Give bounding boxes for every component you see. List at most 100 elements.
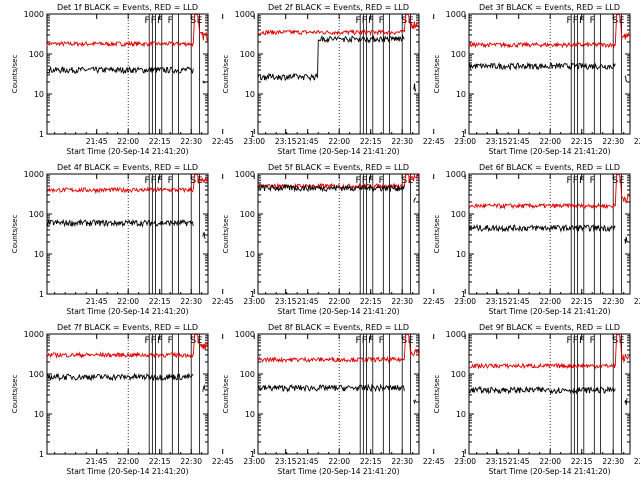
flag-letter: E [619, 16, 625, 26]
y-tick-label: 100 [451, 210, 466, 219]
y-tick-label: 10 [34, 90, 44, 99]
events-series [257, 183, 405, 193]
x-axis-label: Start Time (20-Sep-14 21:41:20) [67, 147, 189, 156]
flag-letter: F [579, 176, 584, 186]
y-tick-label: 1 [461, 290, 466, 299]
plot-frame [46, 333, 209, 455]
plot-frame [257, 173, 420, 295]
x-tick-label: 22:00 [117, 297, 139, 306]
y-tick-label: 1000 [446, 330, 466, 339]
flag-letter: F [151, 336, 156, 346]
x-tick-label: 22:00 [539, 457, 561, 466]
events-series [46, 218, 194, 228]
flag-letter: F [145, 176, 150, 186]
y-tick-label: 100 [29, 210, 44, 219]
y-tick-label: 1 [39, 130, 44, 139]
x-axis-label: Start Time (20-Sep-14 21:41:20) [489, 307, 611, 316]
x-tick-label: 21:45 [508, 457, 530, 466]
events-series-tail [624, 236, 628, 244]
flag-letter: E [619, 336, 625, 346]
x-tick-label: 23:15 [275, 297, 297, 306]
plot-frame [46, 13, 209, 135]
panel-title: Det 5f BLACK = Events, RED = LLD [268, 163, 409, 172]
x-tick-label: 22:15 [571, 457, 593, 466]
plot-frame [257, 13, 420, 135]
x-tick-label: 22:00 [539, 137, 561, 146]
y-tick-label: 100 [240, 370, 255, 379]
x-tick-label: 22:30 [391, 457, 413, 466]
x-tick-label: 22:00 [328, 297, 350, 306]
events-series-tail [413, 399, 417, 405]
panel-7: Det 7f BLACK = Events, RED = LLD 1 10 100 10… [11, 323, 297, 476]
y-tick-label: 100 [29, 50, 44, 59]
x-tick-label: 22:00 [539, 297, 561, 306]
x-tick-label: 22:30 [180, 137, 202, 146]
panel-3: Det 3f BLACK = Events, RED = LLD 1 10 100 10… [433, 3, 640, 156]
y-axis-label: Counts/sec [222, 55, 230, 94]
flag-letter: F [362, 176, 367, 186]
flag-letter: F [157, 176, 162, 186]
y-tick-label: 1000 [24, 10, 44, 19]
x-tick-label: 22:45 [423, 137, 445, 146]
x-tick-label: 22:15 [571, 297, 593, 306]
lld-series-saa [192, 333, 209, 355]
x-tick-label: 22:15 [149, 297, 171, 306]
x-axis-label: Start Time (20-Sep-14 21:41:20) [489, 147, 611, 156]
y-axis-label: Counts/sec [433, 55, 441, 94]
events-series-tail [413, 197, 417, 203]
plot-frame [468, 173, 631, 295]
flag-letter: F [168, 176, 173, 186]
y-tick-label: 1000 [235, 330, 255, 339]
y-tick-label: 10 [456, 90, 466, 99]
flag-letter: F [356, 16, 361, 26]
x-tick-label: 22:15 [360, 137, 382, 146]
flag-letter: F [356, 176, 361, 186]
flag-letter: F [368, 16, 373, 26]
flag-letter: F [573, 16, 578, 26]
flag-letter: E [408, 336, 414, 346]
flag-letter: E [408, 16, 414, 26]
flag-letter: F [379, 336, 384, 346]
flag-letter: F [379, 176, 384, 186]
flag-letter: F [573, 176, 578, 186]
x-tick-label: 23:15 [275, 457, 297, 466]
y-tick-label: 1 [39, 450, 44, 459]
lld-series-saa [403, 333, 420, 360]
y-tick-label: 1 [461, 450, 466, 459]
y-axis-label: Counts/sec [222, 375, 230, 414]
x-tick-label: 22:45 [212, 457, 234, 466]
x-tick-label: 22:00 [117, 457, 139, 466]
x-tick-label: 22:15 [360, 457, 382, 466]
y-tick-label: 1 [250, 290, 255, 299]
lld-series [47, 186, 194, 194]
x-tick-label: 22:45 [634, 137, 640, 146]
flag-letter: E [197, 336, 203, 346]
y-tick-label: 10 [245, 90, 255, 99]
flag-letter: S [612, 336, 618, 346]
panel-4: Det 4f BLACK = Events, RED = LLD 1 10 100 10… [11, 163, 297, 316]
x-tick-label: 22:15 [149, 137, 171, 146]
x-axis-label: Start Time (20-Sep-14 21:41:20) [278, 147, 400, 156]
x-axis-label: Start Time (20-Sep-14 21:41:20) [278, 307, 400, 316]
panel-title: Det 3f BLACK = Events, RED = LLD [479, 3, 620, 12]
flag-letter: F [590, 16, 595, 26]
lld-series [468, 362, 616, 370]
flag-letter: F [168, 336, 173, 346]
x-tick-label: 22:15 [360, 297, 382, 306]
lld-series [468, 202, 616, 210]
lld-series-saa [192, 13, 209, 44]
panel-title: Det 9f BLACK = Events, RED = LLD [479, 323, 620, 332]
y-tick-label: 1 [461, 130, 466, 139]
y-tick-label: 1 [250, 130, 255, 139]
x-tick-label: 22:30 [602, 137, 624, 146]
x-tick-label: 22:45 [212, 297, 234, 306]
x-tick-label: 23:00 [454, 137, 476, 146]
x-tick-label: 23:00 [243, 457, 265, 466]
flag-letter: F [151, 16, 156, 26]
x-tick-label: 22:30 [391, 137, 413, 146]
plot-frame [468, 13, 631, 135]
lld-series-saa [614, 333, 630, 366]
flag-letter: F [579, 336, 584, 346]
y-tick-label: 100 [29, 370, 44, 379]
